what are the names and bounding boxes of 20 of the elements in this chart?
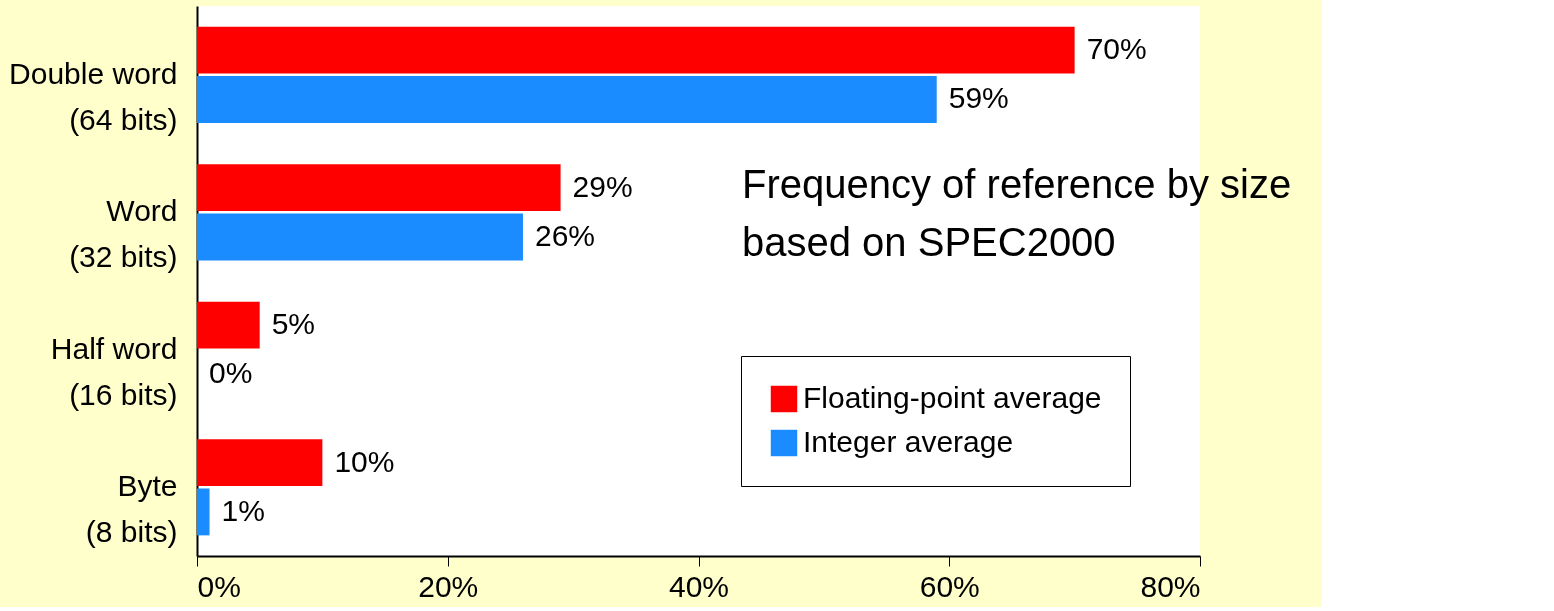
annotation: Frequency of reference by size based on SPEC2000 bbox=[742, 162, 1292, 264]
data-label: 0% bbox=[209, 356, 253, 390]
y-tick-label: Double word (64 bits) bbox=[9, 56, 178, 136]
data-label: 70% bbox=[1086, 32, 1147, 66]
x-tick-label: 60% bbox=[919, 569, 980, 603]
data-label: 59% bbox=[948, 81, 1009, 115]
y-tick-label: Half word (16 bits) bbox=[50, 331, 178, 411]
data-label: 26% bbox=[534, 218, 596, 252]
x-tick-label: 40% bbox=[668, 569, 730, 603]
y-tick-label: Word (32 bits) bbox=[69, 194, 178, 274]
legend-label: Integer average bbox=[803, 425, 1014, 458]
legend-label: Floating-point average bbox=[803, 381, 1102, 414]
y-tick-label: Byte (8 bits) bbox=[85, 469, 178, 549]
data-label: 1% bbox=[221, 493, 265, 527]
x-tick-label: 80% bbox=[1140, 569, 1201, 603]
x-tick-label: 20% bbox=[418, 569, 479, 603]
x-tick-label: 0% bbox=[197, 569, 241, 603]
data-label: 5% bbox=[271, 307, 316, 341]
data-label: 29% bbox=[572, 169, 633, 203]
data-label: 10% bbox=[334, 444, 395, 478]
